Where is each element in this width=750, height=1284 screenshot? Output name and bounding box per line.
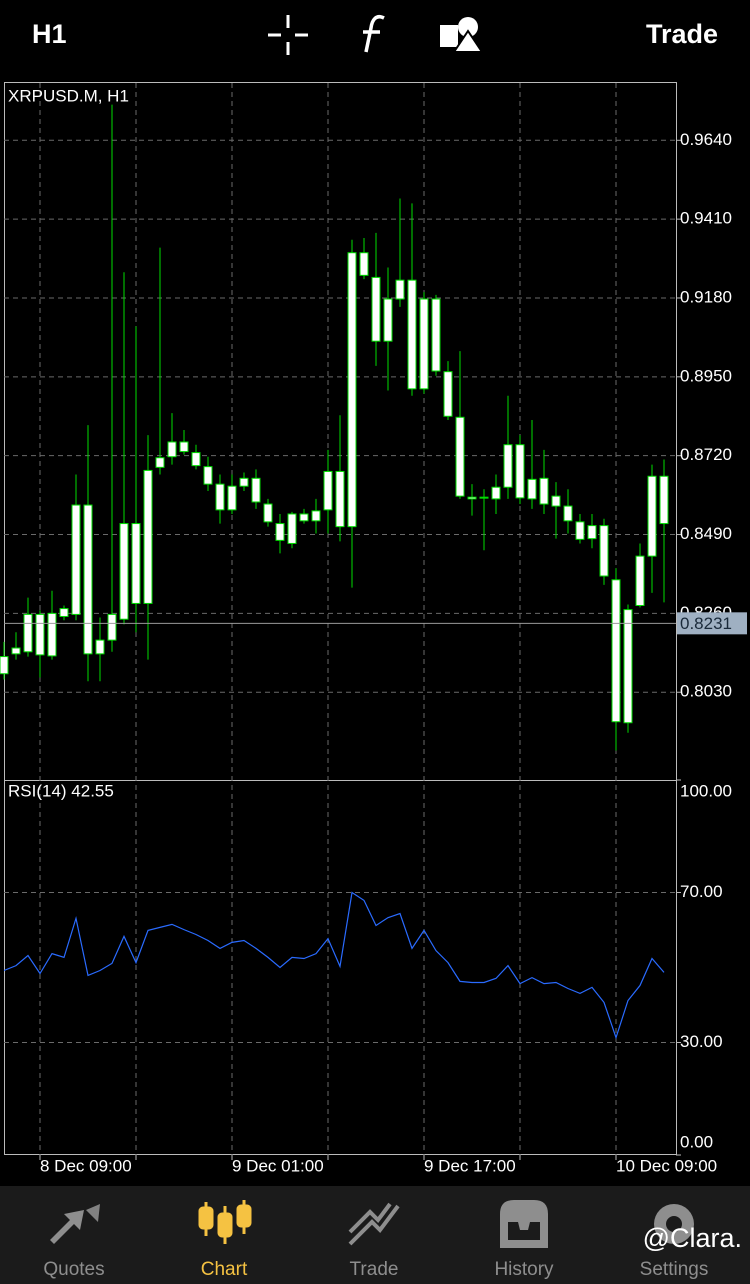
candle-body	[23, 613, 33, 653]
y-tick-label: 0.9180	[680, 287, 732, 306]
candle-body	[587, 525, 597, 540]
candle-body	[275, 523, 285, 541]
candle-body	[167, 441, 177, 458]
candle-body	[659, 475, 669, 525]
crosshair-icon[interactable]	[268, 15, 308, 55]
candle-body	[107, 613, 117, 641]
candle-body	[599, 525, 609, 577]
candle-body	[359, 252, 369, 276]
candle-body	[47, 612, 57, 657]
trade-icon[interactable]	[348, 1202, 400, 1246]
candle-body	[335, 470, 345, 528]
candle-body	[395, 279, 405, 300]
candle-body	[215, 483, 225, 511]
candle-body	[95, 639, 105, 655]
x-tick-label: 8 Dec 09:00	[40, 1156, 132, 1175]
candle-body	[527, 478, 537, 500]
candle-body	[83, 504, 93, 655]
candle-body	[287, 513, 297, 544]
y-tick-label: 0.8490	[680, 524, 732, 543]
y-tick-label: 0.9640	[680, 130, 732, 149]
candle-body	[467, 496, 477, 500]
x-tick-label: 9 Dec 17:00	[424, 1156, 516, 1175]
candle-body	[11, 647, 21, 655]
candle-body	[419, 298, 429, 390]
y-tick-label: 0.8720	[680, 445, 732, 464]
candle-body	[623, 609, 633, 724]
current-price-label: 0.8231	[680, 614, 732, 633]
candle-body	[239, 477, 249, 487]
tab-label[interactable]: History	[494, 1259, 554, 1280]
candle-body	[503, 444, 513, 488]
candle-body	[191, 452, 201, 467]
candle-body	[179, 441, 189, 453]
candle-body	[371, 276, 381, 342]
candle-body	[515, 444, 525, 499]
current-price-tag	[677, 612, 747, 635]
candle-body	[563, 505, 573, 522]
candle-body	[59, 608, 69, 617]
candle-body	[155, 457, 165, 468]
tab-label[interactable]: Settings	[640, 1259, 709, 1280]
candle-body	[635, 555, 645, 607]
candle-body	[227, 485, 237, 511]
candle-body	[299, 513, 309, 522]
y-tick-label: 100.00	[680, 781, 732, 800]
candle-body	[383, 298, 393, 342]
candle-body	[491, 486, 501, 500]
candle-body	[311, 510, 321, 522]
plot-area	[0, 83, 681, 1160]
candle-body	[251, 477, 261, 503]
y-tick-label: 0.8030	[680, 682, 732, 701]
y-tick-label: 30.00	[680, 1032, 723, 1051]
candle-body	[131, 523, 141, 604]
candle-body	[119, 523, 129, 620]
chart-title: XRPUSD.M, H1	[8, 86, 129, 105]
tab-label[interactable]: Chart	[201, 1259, 248, 1280]
candle-body	[263, 503, 273, 523]
chart-frame	[4, 82, 677, 1155]
objects-icon[interactable]	[440, 17, 484, 53]
candle-body	[203, 466, 213, 485]
candle-body	[443, 371, 453, 417]
timeframe-button[interactable]: H1	[32, 19, 67, 49]
candle-body	[143, 469, 153, 604]
candle-body	[539, 477, 549, 505]
x-tick-label: 9 Dec 01:00	[232, 1156, 324, 1175]
candle-body	[347, 252, 357, 528]
candle-body	[35, 613, 45, 656]
candle-body	[575, 521, 585, 540]
candle-body	[71, 504, 81, 615]
y-tick-label: 0.9410	[680, 209, 732, 228]
watermark: @Clara.	[643, 1223, 742, 1253]
settings-icon[interactable]	[654, 1204, 694, 1244]
y-tick-label: 70.00	[680, 882, 723, 901]
tab-label[interactable]: Trade	[350, 1259, 399, 1280]
candle-body	[551, 495, 561, 507]
candle-body	[431, 298, 441, 372]
rsi-title: RSI(14) 42.55	[8, 781, 114, 800]
candle-body	[455, 416, 465, 497]
y-tick-label: 0.00	[680, 1132, 713, 1151]
candle-body	[647, 475, 657, 557]
trade-button[interactable]: Trade	[646, 19, 718, 49]
chart-icon[interactable]	[198, 1200, 252, 1244]
indicators-icon[interactable]	[363, 15, 385, 53]
x-tick-label: 10 Dec 09:00	[616, 1156, 717, 1175]
history-icon[interactable]	[500, 1200, 548, 1248]
y-tick-label: 0.8950	[680, 366, 732, 385]
candle-body	[407, 279, 417, 390]
quotes-icon[interactable]	[50, 1204, 100, 1244]
candle-body	[0, 656, 9, 675]
candle-body	[479, 496, 489, 499]
candle-body	[611, 579, 621, 723]
tab-bar	[0, 1186, 750, 1284]
rsi-line	[3, 891, 665, 1040]
candle-body	[323, 470, 333, 511]
tab-label[interactable]: Quotes	[43, 1259, 104, 1280]
